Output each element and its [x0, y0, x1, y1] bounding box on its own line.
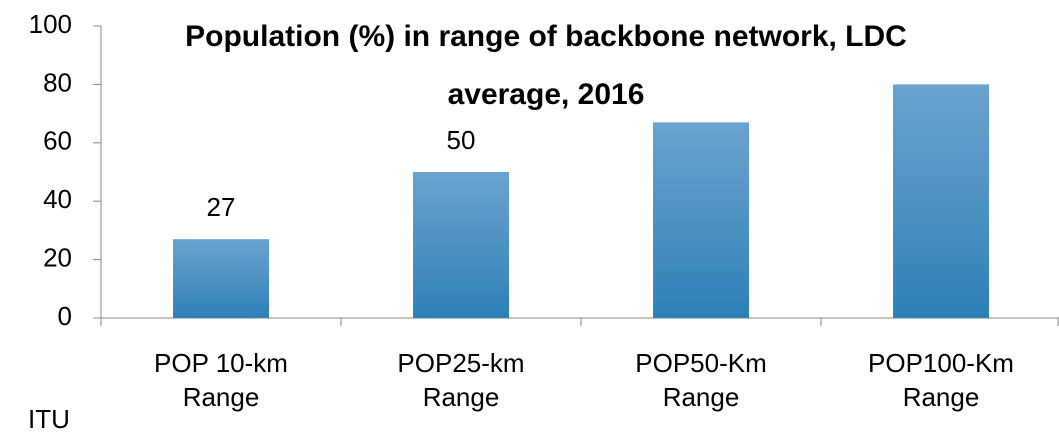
- x-tick-label: POP100-Km Range: [868, 348, 1014, 412]
- x-tick-label: POP 10-km Range: [154, 348, 288, 412]
- page: {"chart_data": {"type": "bar", "title": …: [28, 8, 1059, 434]
- y-tick-label: 100: [29, 9, 72, 39]
- data-label: 50: [447, 125, 476, 155]
- bar: [413, 172, 509, 318]
- x-tick-label: POP50-Km Range: [635, 348, 767, 412]
- x-tick-label: POP25-km Range: [397, 348, 525, 412]
- bar: [893, 84, 989, 319]
- source-note: ITU: [28, 404, 70, 434]
- bar: [173, 239, 269, 318]
- bar: [653, 122, 749, 318]
- chart-title: Population (%) in range of backbone netw…: [185, 20, 907, 111]
- y-tick-label: 80: [43, 67, 72, 97]
- chart: 0 20 40 60 80 100 27 50: [29, 9, 1059, 331]
- y-tick-label: 40: [43, 184, 72, 214]
- y-tick-label: 0: [58, 301, 72, 331]
- data-label: 27: [207, 192, 236, 222]
- y-tick-label: 60: [43, 126, 72, 156]
- y-tick-label: 20: [43, 242, 72, 272]
